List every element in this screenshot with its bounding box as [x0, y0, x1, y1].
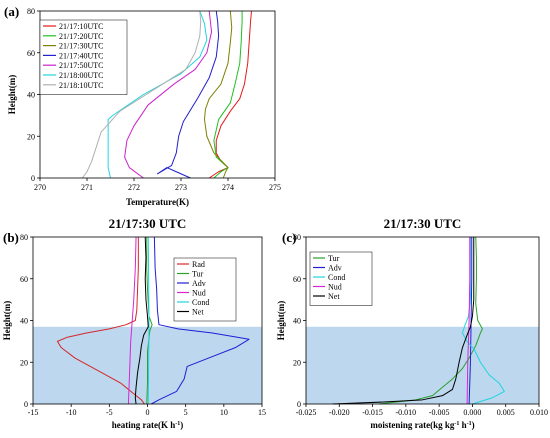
panel-a-label: (a) — [4, 4, 19, 19]
panel-c-series-line-tur — [379, 236, 483, 405]
panel-c-x-tick-label: -0.010 — [396, 408, 417, 417]
panel-b-x-axis-label: heating rate(K h-1) — [112, 420, 184, 430]
panel-b-x-tick-label: 5 — [184, 408, 188, 417]
panel-c-legend-label: Tur — [328, 254, 340, 263]
panel-c-x-tick-label: 0.005 — [497, 408, 515, 417]
panel-c-legend-label: Net — [328, 292, 340, 301]
panel-a-series-line-21-18-10utc — [81, 10, 202, 179]
panel-c-x-tick-label: 0.000 — [463, 408, 481, 417]
panel-a-legend-label: 21/17:20UTC — [59, 32, 103, 41]
panel-a-x-tick-label: 270 — [34, 183, 46, 192]
panel-c-y-tick-label: 20 — [293, 358, 301, 367]
panel-a-x-tick-label: 272 — [128, 183, 140, 192]
panel-b-legend-label: Rad — [192, 260, 205, 269]
panel-a-legend-label: 21/17:10UTC — [59, 22, 103, 31]
panel-a-legend-box — [39, 19, 128, 95]
panel-c-legend-label: Adv — [328, 264, 342, 273]
panel-a-x-axis-label-part: Temperature(K) — [126, 197, 189, 207]
panel-b-x-tick-label: 0 — [146, 408, 150, 417]
panel-a-legend-label: 21/17:50UTC — [59, 61, 103, 70]
panel-b-legend-label: Net — [192, 308, 204, 317]
panel-b-series-line-net — [134, 236, 149, 405]
panel-b-y-tick-label: 40 — [20, 317, 28, 326]
panel-c-x-axis-label-part: h — [459, 420, 466, 430]
panel-c-x-tick-label: -0.025 — [296, 408, 317, 417]
panel-b-y-axis-label: Height(m) — [2, 301, 12, 341]
panel-c-series-line-adv — [468, 237, 473, 405]
panel-a-legend-label: 21/18:00UTC — [59, 71, 103, 80]
panel-c-x-tick-label: -0.020 — [329, 408, 350, 417]
panel-a-y-tick-label: 80 — [27, 7, 35, 16]
panel-c-y-tick-label: 80 — [293, 233, 301, 242]
panel-a-series-line-21-17-50utc — [124, 10, 213, 179]
panel-b-x-tick-label: 15 — [258, 408, 266, 417]
panel-a-y-tick-label: 40 — [27, 91, 35, 100]
panel-c-x-tick-label: -0.005 — [429, 408, 450, 417]
panel-a-series-line-21-18-00utc — [107, 10, 208, 179]
panel-b-label: (b) — [3, 230, 19, 245]
panel-a-y-axis-label: Height(m) — [7, 75, 17, 115]
panel-c-series-line-nud — [466, 237, 471, 405]
panel-b-series-line-rad — [56, 237, 145, 405]
panel-b-y-tick-label: 60 — [20, 275, 28, 284]
panel-b-x-tick-label: -15 — [28, 408, 39, 417]
panel-a-x-tick-label: 275 — [269, 183, 281, 192]
panel-c-title: 21/17:30 UTC — [384, 216, 462, 231]
panel-b-legend-label: Cond — [192, 298, 209, 307]
panel-b-legend-label: Adv — [192, 279, 206, 288]
panel-c-legend-label: Cond — [328, 273, 345, 282]
panel-b-legend-label: Tur — [192, 270, 204, 279]
panel-a-x-tick-label: 273 — [175, 183, 187, 192]
panel-a-series-line-21-17-30utc — [204, 10, 233, 179]
panel-a-legend-label: 21/18:10UTC — [59, 81, 103, 90]
panel-c-x-axis-label-part: moistening rate(kg kg — [370, 420, 454, 430]
panel-b-x-tick-label: 10 — [220, 408, 228, 417]
panel-c-x-axis-label-part: -1 — [454, 421, 459, 427]
panel-c-y-tick-label: 0 — [297, 400, 301, 409]
panel-b-legend-label: Nud — [192, 289, 206, 298]
panel-b-x-tick-label: -5 — [106, 408, 113, 417]
panel-c-x-tick-label: 0.010 — [530, 408, 548, 417]
panel-b-y-tick-label: 0 — [24, 400, 28, 409]
panel-b-series-line-nud — [127, 236, 137, 405]
panel-b-legend-box — [173, 257, 237, 322]
panel-b-y-tick-label: 20 — [20, 358, 28, 367]
panel-a-y-tick-label: 60 — [27, 49, 35, 58]
panel-c-legend-label: Nud — [328, 283, 342, 292]
panel-c-shaded-layer — [306, 326, 539, 404]
panel-c-y-tick-label: 40 — [293, 317, 301, 326]
panel-b-x-tick-label: -10 — [66, 408, 77, 417]
panel-a-y-tick-label: 0 — [31, 174, 35, 183]
panel-c-y-axis-label: Height(m) — [276, 301, 286, 341]
panel-b-series-line-tur — [146, 237, 153, 405]
panel-a-series-line-21-17-20utc — [213, 11, 243, 179]
panel-b-series-line-adv — [151, 236, 250, 405]
panel-c-y-tick-label: 60 — [293, 275, 301, 284]
panel-c-series-line-cond — [461, 237, 505, 405]
panel-b-y-tick-label: 80 — [20, 233, 28, 242]
panel-c-x-axis-label-part: ) — [472, 420, 475, 430]
panel-c-label: (c) — [282, 230, 296, 245]
panel-a-y-tick-label: 20 — [27, 132, 35, 141]
panel-a-x-axis-label: Temperature(K) — [126, 197, 189, 207]
panel-a-legend-label: 21/17:40UTC — [59, 51, 103, 60]
panel-c-series-line-net — [332, 237, 475, 405]
panel-a-x-tick-label: 274 — [222, 183, 234, 192]
panel-a-series-line-21-17-40utc — [157, 10, 220, 179]
panel-c-x-axis-label: moistening rate(kg kg-1 h-1) — [370, 420, 474, 430]
panel-b-title: 21/17:30 UTC — [109, 216, 187, 231]
panel-a-legend-label: 21/17:30UTC — [59, 42, 103, 51]
panel-a-x-tick-label: 271 — [81, 183, 93, 192]
panel-b-x-axis-label-part: ) — [180, 420, 183, 430]
panel-b-x-axis-label-part: heating rate(K h — [112, 420, 176, 430]
panel-b-x-axis-label-part: -1 — [175, 421, 180, 427]
panel-c-x-tick-label: -0.015 — [362, 408, 383, 417]
panel-c-x-axis-label-part: -1 — [467, 421, 472, 427]
panel-b-series-line-cond — [147, 236, 150, 405]
